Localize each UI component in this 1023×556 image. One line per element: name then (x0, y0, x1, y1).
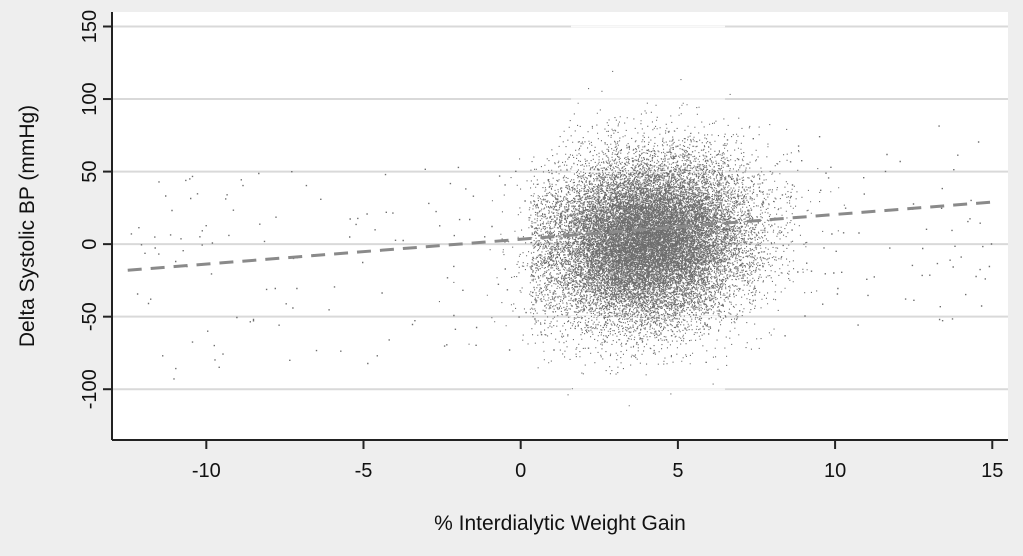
x-tick-label: 0 (515, 460, 526, 482)
y-tick-label: 150 (79, 10, 101, 43)
fit-line-dashed (127, 200, 993, 272)
y-tick-label: -50 (79, 302, 101, 331)
y-tick-label: -100 (79, 369, 101, 409)
x-axis-title: % Interdialytic Weight Gain (434, 512, 686, 535)
y-tick-label: 50 (79, 160, 101, 182)
fit-line (127, 200, 993, 272)
x-tick-label: 5 (672, 460, 683, 482)
x-tick-label: -10 (192, 460, 221, 482)
y-tick-label: 0 (79, 239, 101, 250)
x-tick-label: 15 (981, 460, 1003, 482)
scatter-point-cloud (130, 70, 993, 407)
x-tick-label: -5 (355, 460, 373, 482)
y-axis-title: Delta Systolic BP (mmHg) (16, 105, 39, 347)
y-tick-label: 100 (79, 82, 101, 115)
x-tick-label: 10 (824, 460, 846, 482)
scatter-points (130, 70, 993, 407)
